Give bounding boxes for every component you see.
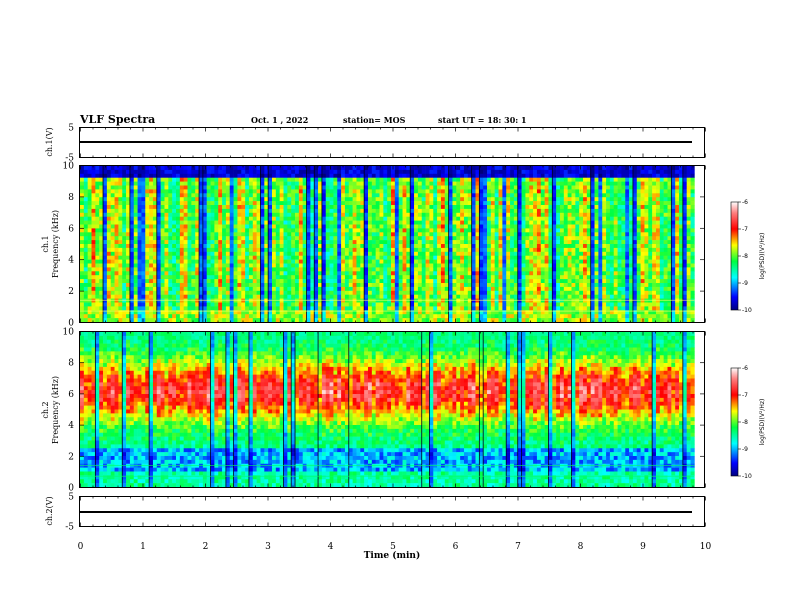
ch2-colorbar: -6 -7 -8 -9 -10 log(PSD)(V²/Hz) <box>730 365 766 480</box>
colorbar-tick-label: -8 <box>742 253 748 260</box>
colorbar-tick-label: -8 <box>742 419 748 426</box>
ch2-frequency-ylabel: Frequency (kHz) <box>51 376 60 444</box>
station-label: station= MOS <box>343 115 406 125</box>
y-tick-label: 0 <box>68 319 74 329</box>
ch1-channel-label: ch.1 <box>41 235 50 252</box>
ch2-voltage-frame <box>79 496 705 527</box>
x-tick-label: 4 <box>328 542 334 552</box>
date-label: Oct. 1 , 2022 <box>251 115 308 125</box>
y-tick-label: 5 <box>68 124 74 134</box>
x-tick-label: 0 <box>78 542 84 552</box>
y-tick-label: 6 <box>68 224 74 234</box>
y-tick-label: 4 <box>68 421 74 431</box>
x-tick-label: 7 <box>515 542 521 552</box>
ch1-spectrogram <box>80 166 695 323</box>
ch1-spectrogram-frame <box>79 165 705 323</box>
colorbar-tick-label: -6 <box>742 199 748 206</box>
ch2-spectrogram-frame <box>79 331 705 488</box>
colorbar-label: log(PSD)(V²/Hz) <box>759 233 766 280</box>
colorbar-tick-label: -10 <box>742 473 752 480</box>
y-tick-label: 0 <box>68 484 74 494</box>
colorbar-tick-label: -6 <box>742 365 748 372</box>
colorbar-tick-label: -10 <box>742 307 752 314</box>
colorbar-label: log(PSD)(V²/Hz) <box>759 399 766 446</box>
colorbar-tick-label: -9 <box>742 446 748 453</box>
ch2-spectrogram <box>80 332 695 488</box>
y-tick-label: -5 <box>65 523 74 533</box>
x-tick-label: 6 <box>453 542 459 552</box>
y-tick-label: 10 <box>63 328 75 338</box>
x-tick-label: 10 <box>700 542 712 552</box>
colorbar-tick-label: -7 <box>742 226 748 233</box>
x-tick-label: 1 <box>140 542 146 552</box>
x-tick-label: 9 <box>640 542 646 552</box>
x-axis-label: Time (min) <box>364 550 421 561</box>
y-tick-label: 10 <box>63 162 75 172</box>
y-tick-label: -5 <box>65 154 74 164</box>
y-tick-label: 2 <box>68 287 74 297</box>
ch1-frequency-ylabel: Frequency (kHz) <box>51 210 60 278</box>
x-tick-label: 2 <box>203 542 209 552</box>
ch1-voltage-ylabel: ch.1(V) <box>45 127 54 156</box>
y-tick-label: 6 <box>68 390 74 400</box>
y-tick-label: 4 <box>68 256 74 266</box>
ch1-voltage-frame <box>79 127 705 158</box>
x-tick-label: 8 <box>578 542 584 552</box>
x-tick-label: 5 <box>390 542 396 552</box>
ch1-colorbar: -6 -7 -8 -9 -10 log(PSD)(V²/Hz) <box>730 199 766 314</box>
colorbar-tick-label: -7 <box>742 392 748 399</box>
y-tick-label: 2 <box>68 452 74 462</box>
y-tick-label: 8 <box>68 359 74 369</box>
y-tick-label: 8 <box>68 193 74 203</box>
ch2-voltage-ylabel: ch.2(V) <box>45 496 54 525</box>
y-tick-label: 5 <box>68 493 74 503</box>
ch2-channel-label: ch.2 <box>41 401 50 418</box>
x-tick-label: 3 <box>265 542 271 552</box>
figure-title: VLF Spectra <box>79 113 155 126</box>
start-time-label: start UT = 18: 30: 1 <box>438 115 527 125</box>
colorbar-tick-label: -9 <box>742 280 748 287</box>
